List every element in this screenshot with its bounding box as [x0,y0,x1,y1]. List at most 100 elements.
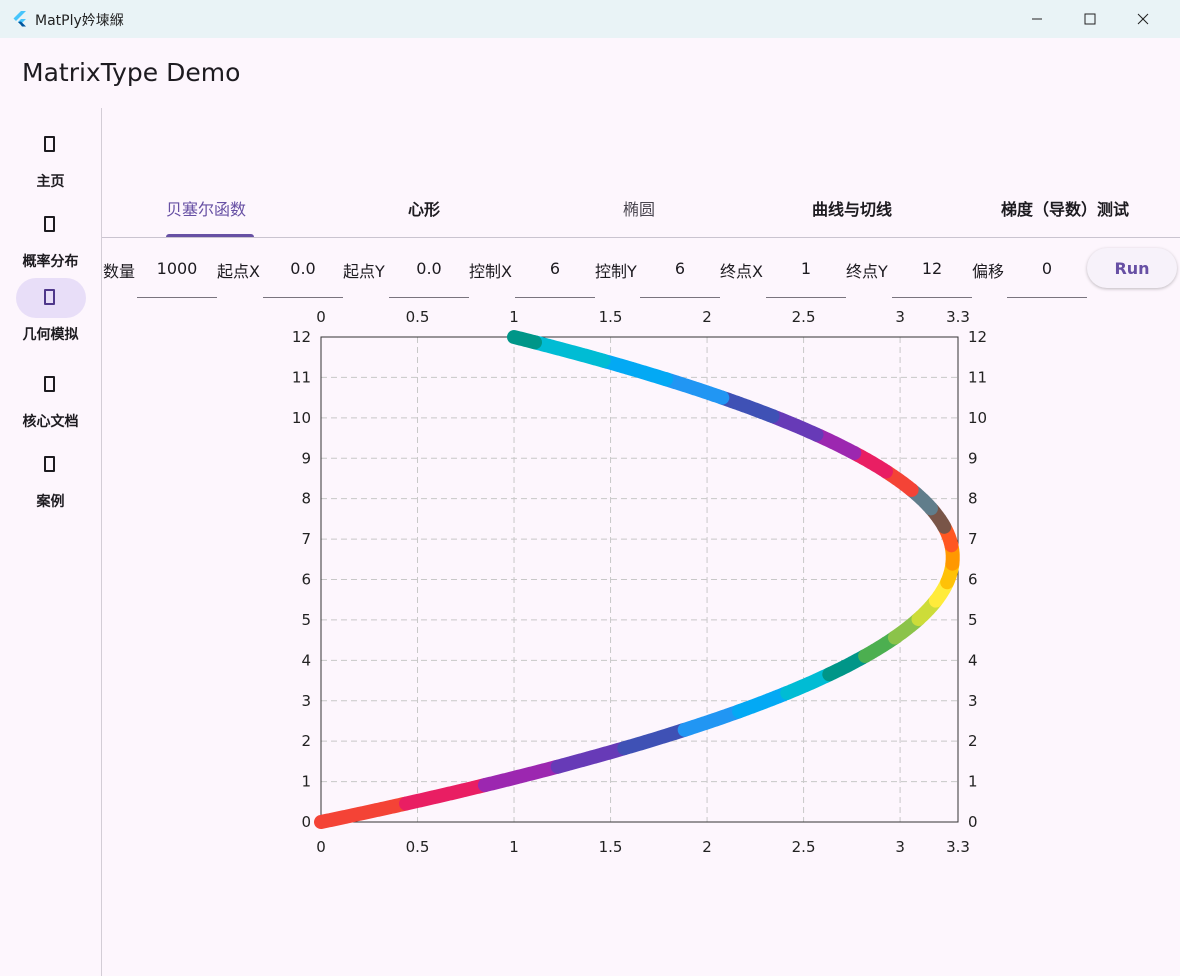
rail-item-label: 主页 [36,174,65,190]
x-tick-label-bottom: 0 [316,838,326,856]
x-tick-label-top: 2.5 [792,308,816,326]
y-tick-label-left: 5 [301,611,311,629]
param-end-x-label: 终点X [720,262,763,281]
rail-indicator [16,278,86,318]
distribution-icon [44,216,55,232]
plot-frame [320,336,959,823]
y-tick-label-right: 6 [968,571,978,589]
curve-segment [550,741,632,774]
x-tick-label-top: 3 [895,308,905,326]
curve-segment [809,427,862,460]
rail-item-home[interactable]: 主页 [0,125,101,195]
param-control-y-value: 6 [674,259,686,278]
param-start-y-field[interactable]: 0.0 [389,248,469,298]
param-start-x-value: 0.0 [290,259,316,278]
curve-segment [507,330,542,350]
document-icon [44,376,55,392]
param-end-y-label: 终点Y [846,262,888,281]
y-tick-label-right: 3 [968,692,978,710]
y-tick-label-right: 9 [968,449,978,467]
tab-ellipse[interactable]: 椭圆 [623,200,656,219]
y-tick-label-left: 8 [301,490,311,508]
param-start-x-field[interactable]: 0.0 [263,248,343,298]
param-control-x-value: 6 [549,259,561,278]
param-start-y-label: 起点Y [343,262,385,281]
x-tick-label-top: 3.3 [946,308,970,326]
param-offset-label: 偏移 [972,262,1005,281]
y-tick-label-left: 11 [292,368,311,386]
x-tick-label-top: 1.5 [599,308,623,326]
y-tick-label-left: 2 [301,732,311,750]
curve-segment [715,390,780,424]
tab-heart[interactable]: 心形 [408,200,441,219]
param-control-y-label: 控制Y [595,262,637,281]
tab-indicator [166,234,254,237]
tab-gradient-test[interactable]: 梯度（导数）测试 [1001,200,1130,219]
geometry-icon [44,289,55,305]
y-tick-label-right: 12 [968,328,987,346]
x-tick-label-top: 1 [509,308,519,326]
x-tick-label-bottom: 3.3 [946,838,970,856]
navigation-rail: 主页 概率分布 几何模拟 核心文档 案例 [0,108,101,976]
param-count-value: 1000 [156,259,198,278]
x-tick-label-top: 0.5 [406,308,430,326]
y-tick-label-left: 1 [301,773,311,791]
tabs-divider [102,237,1180,238]
x-tick-label-top: 2 [702,308,712,326]
curve-segment [780,667,837,700]
y-tick-label-right: 10 [968,409,987,427]
y-tick-label-right: 0 [968,813,978,831]
curve-segment [732,685,795,719]
y-tick-label-left: 12 [292,328,311,346]
run-button[interactable]: Run [1087,248,1177,288]
param-control-y-field[interactable]: 6 [640,248,720,298]
param-end-x-field[interactable]: 1 [766,248,846,298]
tab-curve-tangent[interactable]: 曲线与切线 [812,200,893,219]
rail-item-geometry[interactable]: 几何模拟 [0,278,101,348]
x-tick-label-bottom: 1 [509,838,519,856]
curve-segment [477,759,565,793]
y-tick-label-left: 9 [301,449,311,467]
maximize-icon [1084,13,1096,25]
param-count-label: 数量 [103,262,136,281]
rail-item-cases[interactable]: 案例 [0,445,101,515]
rail-item-distribution[interactable]: 概率分布 [0,205,101,275]
y-tick-label-left: 6 [301,571,311,589]
x-tick-label-top: 0 [316,308,326,326]
param-offset-value: 0 [1041,259,1053,278]
window-title: MatPly妗堜緥 [35,13,124,29]
rail-divider [101,108,102,976]
param-end-y-field[interactable]: 12 [892,248,972,298]
y-tick-label-left: 7 [301,530,311,548]
y-tick-label-left: 0 [301,813,311,831]
x-tick-label-bottom: 2.5 [792,838,816,856]
param-start-y-value: 0.0 [416,259,442,278]
y-tick-label-right: 5 [968,611,978,629]
y-tick-label-left: 10 [292,409,311,427]
param-control-x-label: 控制X [469,262,512,281]
close-button[interactable] [1120,0,1166,38]
param-control-x-field[interactable]: 6 [515,248,595,298]
maximize-button[interactable] [1067,0,1113,38]
param-offset-field[interactable]: 0 [1007,248,1087,298]
curve-segment [677,704,747,737]
rail-item-label: 几何模拟 [22,327,79,343]
curve-segment [596,353,673,387]
minimize-icon [1032,18,1042,20]
tab-bar: 贝塞尔函数 心形 椭圆 曲线与切线 梯度（导数）测试 [102,178,1180,238]
rail-item-label: 案例 [36,494,65,510]
window-titlebar: MatPly妗堜緥 [0,0,1180,38]
rail-item-label: 核心文档 [22,414,79,430]
y-tick-label-left: 4 [301,651,311,669]
x-tick-label-bottom: 0.5 [406,838,430,856]
curve-segment [659,372,730,405]
tab-bezier[interactable]: 贝塞尔函数 [166,200,247,219]
param-count-field[interactable]: 1000 [137,248,217,298]
y-tick-label-right: 2 [968,732,978,750]
rail-item-docs[interactable]: 核心文档 [0,365,101,435]
minimize-button[interactable] [1014,0,1060,38]
param-end-x-value: 1 [800,259,812,278]
y-tick-label-right: 8 [968,490,978,508]
y-tick-label-left: 3 [301,692,311,710]
curve-segment [399,778,492,811]
